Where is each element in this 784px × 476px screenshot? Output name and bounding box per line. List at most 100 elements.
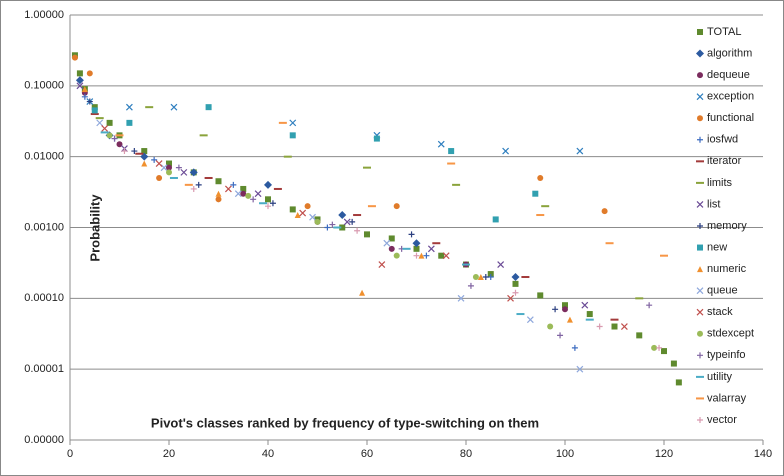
point (610, 318, 619, 321)
point (413, 245, 420, 252)
point (115, 134, 124, 137)
point (155, 160, 163, 167)
point (388, 235, 395, 242)
point (126, 119, 133, 126)
point (620, 323, 628, 330)
point (264, 180, 272, 189)
legend-marker (696, 93, 704, 101)
point (472, 274, 479, 281)
point (596, 323, 603, 330)
legend-marker (697, 330, 703, 337)
legend-label: list (707, 198, 720, 210)
point (497, 261, 505, 268)
point (541, 205, 550, 208)
point (526, 316, 534, 324)
point (601, 208, 608, 215)
point (125, 103, 133, 111)
x-tick-label: 80 (460, 448, 472, 460)
point (354, 227, 361, 234)
point (166, 169, 172, 176)
legend-label: limits (707, 177, 733, 189)
point (180, 168, 188, 176)
x-tick-label: 100 (556, 448, 574, 460)
point (442, 252, 450, 260)
point (131, 148, 138, 155)
point (91, 107, 98, 114)
legend-label: vector (707, 414, 737, 426)
legend-marker (696, 49, 704, 58)
point (383, 239, 391, 247)
point (412, 239, 421, 248)
point (215, 178, 222, 185)
point (141, 148, 148, 155)
point (427, 245, 435, 253)
legend-marker (697, 72, 703, 79)
point (393, 252, 400, 259)
point (265, 203, 271, 210)
legend-marker (696, 397, 704, 400)
x-tick-label: 60 (361, 448, 373, 460)
point (166, 164, 172, 171)
point (516, 313, 525, 316)
x-tick-label: 20 (163, 448, 175, 460)
point (343, 218, 351, 226)
point (145, 106, 154, 109)
point (289, 206, 296, 213)
point (240, 190, 247, 197)
point (349, 218, 356, 225)
point (81, 93, 88, 100)
point (670, 360, 677, 367)
point (467, 282, 474, 289)
point (199, 134, 208, 137)
point (656, 344, 663, 351)
point (408, 231, 415, 238)
point (101, 125, 109, 132)
point (402, 247, 411, 250)
point (512, 289, 519, 296)
y-tick-label: 0.00010 (24, 292, 64, 304)
point (359, 289, 366, 296)
legend-label: exception (707, 91, 754, 103)
legend-marker (696, 287, 704, 295)
point (660, 254, 668, 257)
point (557, 332, 564, 339)
point (552, 306, 559, 313)
point (151, 156, 158, 163)
point (250, 196, 257, 203)
point (71, 54, 78, 61)
legend-marker (696, 181, 704, 184)
point (521, 276, 530, 279)
legend-marker (697, 136, 703, 143)
legend-label: algorithm (707, 47, 752, 59)
point (106, 132, 113, 139)
point (438, 252, 445, 259)
legend-marker (697, 244, 703, 251)
legend-marker (697, 266, 703, 273)
point (309, 213, 316, 221)
legend-label: numeric (707, 263, 747, 275)
point (215, 190, 222, 197)
point (571, 344, 578, 351)
legend-label: queue (707, 285, 738, 297)
point (215, 196, 222, 203)
point (86, 70, 93, 77)
legend-label: iosfwd (707, 134, 738, 146)
point (175, 164, 182, 171)
legend-marker (696, 160, 704, 163)
point (611, 323, 618, 330)
point (576, 147, 584, 155)
point (339, 224, 346, 231)
y-axis-label: Probability (87, 194, 102, 262)
legend-label: stdexcept (707, 328, 754, 340)
point (373, 135, 380, 142)
point (512, 280, 519, 287)
point (230, 181, 237, 188)
point (189, 168, 198, 177)
y-tick-label: 0.00100 (24, 221, 64, 233)
legend-label: TOTAL (707, 26, 741, 38)
point (100, 131, 109, 134)
point (240, 185, 247, 192)
point (259, 202, 268, 205)
legend-marker (697, 29, 703, 35)
